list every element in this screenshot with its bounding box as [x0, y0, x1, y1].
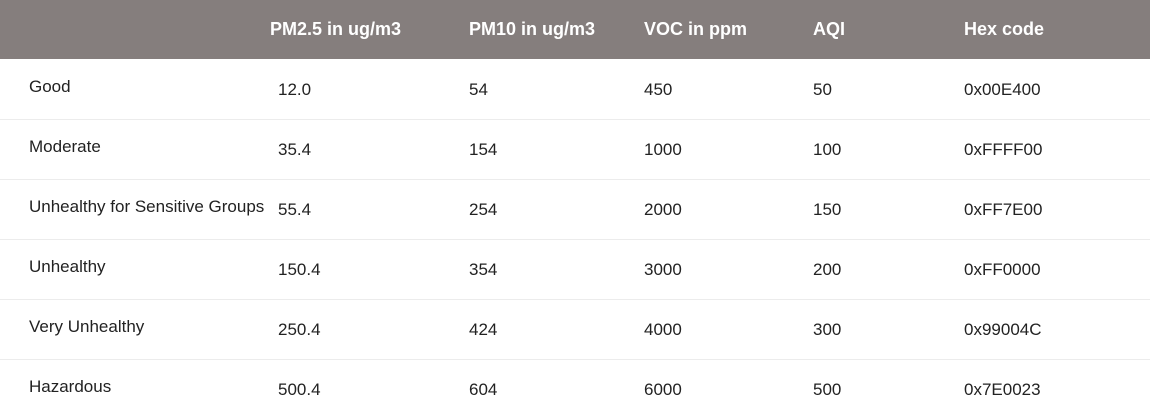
table-body: Good 12.0 54 450 50 0x00E400 Moderate 35… [0, 59, 1150, 419]
header-pm25: PM2.5 in ug/m3 [270, 19, 402, 39]
voc-cell: 2000 [644, 200, 682, 219]
table-row: Unhealthy 150.4 354 3000 200 0xFF0000 [0, 239, 1150, 299]
voc-cell: 450 [644, 79, 673, 99]
category-cell: Moderate [29, 137, 101, 156]
pm10-cell: 54 [469, 79, 488, 99]
pm10-cell: 424 [469, 320, 498, 339]
header-row: PM2.5 in ug/m3 PM10 in ug/m3 VOC in ppm … [0, 0, 1150, 59]
header-category [0, 0, 270, 59]
header-voc: VOC in ppm [644, 19, 747, 39]
pm25-cell: 150.4 [278, 260, 321, 279]
table-row: Good 12.0 54 450 50 0x00E400 [0, 59, 1150, 119]
header-aqi: AQI [813, 19, 846, 39]
pm25-cell: 250.4 [278, 320, 321, 339]
voc-cell: 6000 [644, 380, 682, 400]
header-hex: Hex code [964, 19, 1045, 39]
voc-cell: 3000 [644, 260, 682, 279]
hex-cell: 0x99004C [964, 320, 1042, 339]
pm25-cell: 55.4 [278, 200, 312, 219]
pm10-cell: 254 [469, 200, 498, 219]
pm10-cell: 604 [469, 380, 498, 400]
pm25-cell: 35.4 [278, 140, 312, 159]
aqi-cell: 500 [813, 380, 842, 400]
aqi-cell: 100 [813, 140, 842, 159]
category-cell: Good [29, 76, 71, 96]
category-cell: Very Unhealthy [29, 317, 145, 336]
category-cell: Unhealthy for Sensitive Groups [29, 197, 265, 216]
aqi-cell: 50 [813, 79, 832, 99]
hex-cell: 0x00E400 [964, 79, 1041, 99]
table-row: Hazardous 500.4 604 6000 500 0x7E0023 [0, 359, 1150, 419]
hex-cell: 0xFF0000 [964, 260, 1041, 279]
category-cell: Unhealthy [29, 257, 106, 276]
table-header: PM2.5 in ug/m3 PM10 in ug/m3 VOC in ppm … [0, 0, 1150, 59]
voc-cell: 1000 [644, 140, 682, 159]
aqi-cell: 300 [813, 320, 842, 339]
voc-cell: 4000 [644, 320, 682, 339]
table-row: Moderate 35.4 154 1000 100 0xFFFF00 [0, 119, 1150, 179]
aqi-cell: 150 [813, 200, 842, 219]
aqi-cell: 200 [813, 260, 842, 279]
hex-cell: 0xFFFF00 [964, 140, 1043, 159]
pm25-cell: 12.0 [278, 79, 312, 99]
header-pm10: PM10 in ug/m3 [469, 19, 596, 39]
hex-cell: 0x7E0023 [964, 380, 1041, 400]
pm10-cell: 354 [469, 260, 498, 279]
table-row: Very Unhealthy 250.4 424 4000 300 0x9900… [0, 299, 1150, 359]
pm25-cell: 500.4 [278, 380, 321, 400]
pm10-cell: 154 [469, 140, 498, 159]
hex-cell: 0xFF7E00 [964, 200, 1043, 219]
category-cell: Hazardous [29, 377, 112, 397]
table-row: Unhealthy for Sensitive Groups 55.4 254 … [0, 179, 1150, 239]
